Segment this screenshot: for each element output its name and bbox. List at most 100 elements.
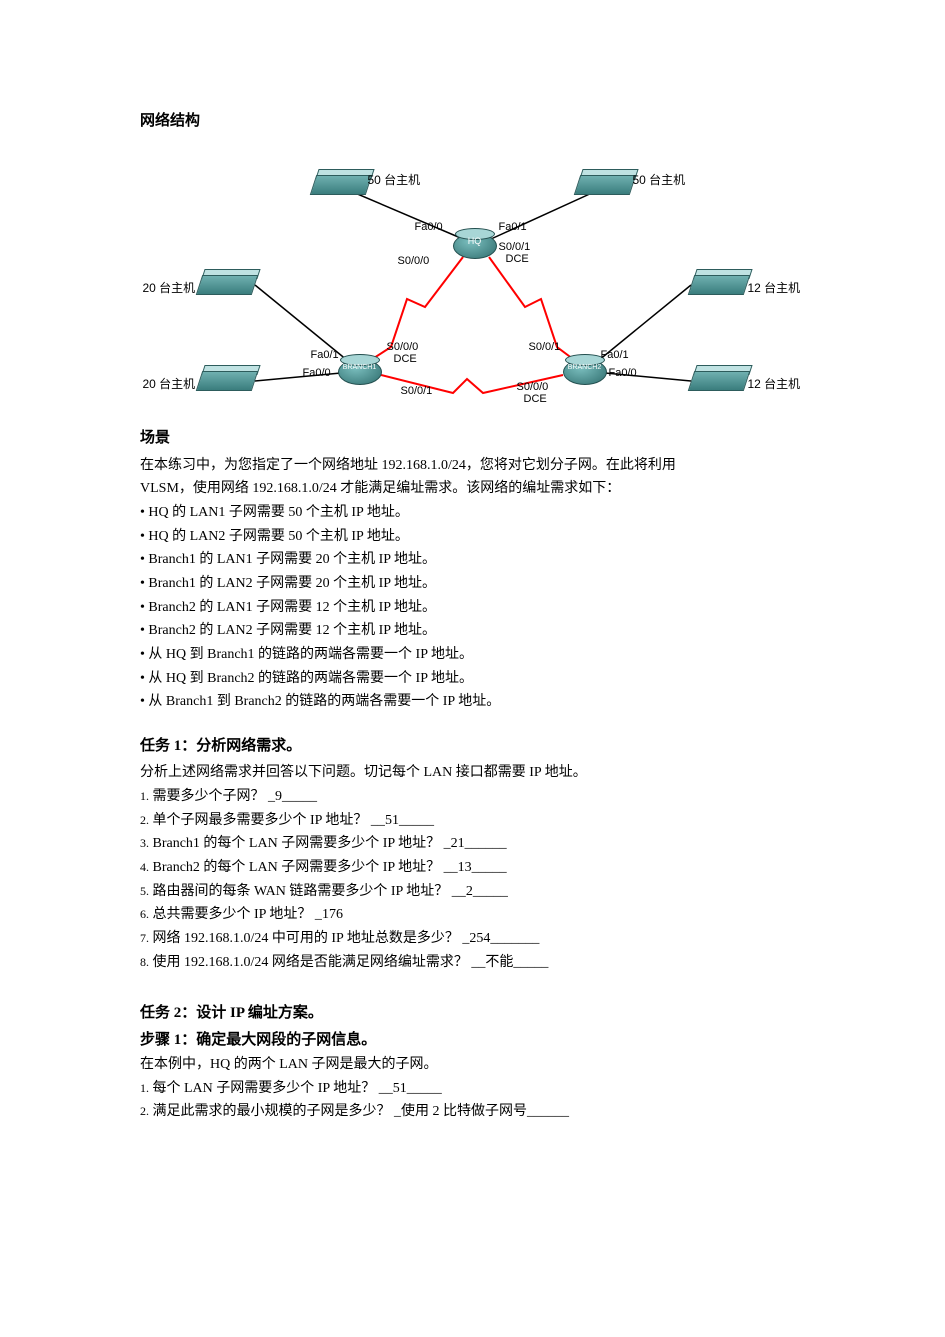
q-tail: _____ [399,813,434,828]
q-text: Branch2 的每个 LAN 子网需要多少个 IP 地址？ __ [153,860,458,875]
switch-icon [313,175,369,195]
task1-q8: 8. 使用 192.168.1.0/24 网络是否能满足网络编址需求？ __不能… [140,952,805,974]
task1-heading: 任务 1：分析网络需求。 [140,735,805,758]
task1-q1: 1. 需要多少个子网？ _9_____ [140,786,805,808]
task1-q7: 7. 网络 192.168.1.0/24 中可用的 IP 地址总数是多少？ _2… [140,928,805,950]
q-text: 每个 LAN 子网需要多少个 IP 地址？ __ [153,1081,393,1096]
bullet-text: 从 HQ 到 Branch1 的链路的两端各需要一个 IP 地址。 [148,647,473,662]
task2-heading: 任务 2：设计 IP 编址方案。 [140,1002,805,1025]
q-answer: 21 [451,836,465,851]
port-label: Fa0/1 [601,347,629,364]
task1-intro: 分析上述网络需求并回答以下问题。切记每个 LAN 接口都需要 IP 地址。 [140,762,805,784]
task1-q2: 2. 单个子网最多需要多少个 IP 地址？ __51_____ [140,810,805,832]
q-answer: 9 [275,789,282,804]
q-text: 总共需要多少个 IP 地址？ _ [153,907,322,922]
port-label: Fa0/0 [415,219,443,236]
scenario-p2: VLSM，使用网络 192.168.1.0/24 才能满足编址需求。该网络的编址… [140,478,805,500]
host-label: 20 台主机 [143,279,196,298]
task2-q1: 1. 每个 LAN 子网需要多少个 IP 地址？ __51_____ [140,1078,805,1100]
q-text: Branch1 的每个 LAN 子网需要多少个 IP 地址？ _ [153,836,451,851]
bullet-text: Branch2 的 LAN2 子网需要 12 个主机 IP 地址。 [148,623,436,638]
bullet-text: HQ 的 LAN2 子网需要 50 个主机 IP 地址。 [148,529,408,544]
bullet-text: Branch1 的 LAN2 子网需要 20 个主机 IP 地址。 [148,576,436,591]
scenario-heading: 场景 [140,427,805,450]
q-tail: _____ [282,789,317,804]
q-answer: 13 [458,860,472,875]
switch-icon [691,371,747,391]
port-label: Fa0/1 [499,219,527,236]
host-label: 12 台主机 [748,279,801,298]
q-answer: 使用 2 比特做子网号 [401,1104,527,1119]
scenario-bullet: • HQ 的 LAN2 子网需要 50 个主机 IP 地址。 [140,526,805,548]
q-num: 6. [140,907,149,921]
q-num: 8. [140,955,149,969]
q-answer: 51 [393,1081,407,1096]
port-label: DCE [394,351,417,368]
q-answer: 51 [385,813,399,828]
scenario-p1: 在本练习中，为您指定了一个网络地址 192.168.1.0/24，您将对它划分子… [140,455,805,477]
task1-q5: 5. 路由器间的每条 WAN 链路需要多少个 IP 地址？ __2_____ [140,881,805,903]
scenario-bullet: • Branch2 的 LAN1 子网需要 12 个主机 IP 地址。 [140,597,805,619]
q-num: 4. [140,860,149,874]
router-branch1-icon: BRANCH1 [338,359,382,385]
q-answer: 不能 [485,955,513,970]
switch-icon [577,175,633,195]
switch-icon [199,371,255,391]
q-num: 2. [140,1104,149,1118]
router-branch1-label: BRANCH1 [338,363,382,374]
scenario-bullet: • 从 Branch1 到 Branch2 的链路的两端各需要一个 IP 地址。 [140,691,805,713]
bullet-text: Branch2 的 LAN1 子网需要 12 个主机 IP 地址。 [148,600,436,615]
q-tail: ______ [527,1104,569,1119]
q-num: 3. [140,836,149,850]
bullet-text: 从 Branch1 到 Branch2 的链路的两端各需要一个 IP 地址。 [148,694,500,709]
q-tail: _____ [473,884,508,899]
q-answer: 254 [469,931,490,946]
scenario-bullet: • 从 HQ 到 Branch1 的链路的两端各需要一个 IP 地址。 [140,644,805,666]
port-label: Fa0/0 [609,365,637,382]
port-label: DCE [506,251,529,268]
port-label: S0/0/0 [398,253,430,270]
q-text: 满足此需求的最小规模的子网是多少？ _ [153,1104,402,1119]
scenario-bullet: • HQ 的 LAN1 子网需要 50 个主机 IP 地址。 [140,502,805,524]
scenario-bullet: • 从 HQ 到 Branch2 的链路的两端各需要一个 IP 地址。 [140,668,805,690]
q-tail: _____ [513,955,548,970]
task2-intro: 在本例中，HQ 的两个 LAN 子网是最大的子网。 [140,1054,805,1076]
network-diagram: HQ BRANCH1 BRANCH2 50 台主机 50 台主机 20 台主机 … [163,157,783,405]
q-tail: _____ [407,1081,442,1096]
host-label: 12 台主机 [748,375,801,394]
q-num: 7. [140,931,149,945]
q-num: 1. [140,1081,149,1095]
q-text: 路由器间的每条 WAN 链路需要多少个 IP 地址？ __ [153,884,466,899]
router-hq-icon: HQ [453,233,497,259]
port-label: S0/0/1 [401,383,433,400]
task1-q4: 4. Branch2 的每个 LAN 子网需要多少个 IP 地址？ __13__… [140,857,805,879]
q-answer: 2 [466,884,473,899]
switch-icon [199,275,255,295]
router-hq-label: HQ [453,235,497,249]
scenario-bullet: • Branch1 的 LAN2 子网需要 20 个主机 IP 地址。 [140,573,805,595]
q-num: 2. [140,813,149,827]
port-label: Fa0/1 [311,347,339,364]
q-text: 需要多少个子网？ _ [153,789,276,804]
q-text: 单个子网最多需要多少个 IP 地址？ __ [153,813,385,828]
port-label: Fa0/0 [303,365,331,382]
scenario-bullet: • Branch1 的 LAN1 子网需要 20 个主机 IP 地址。 [140,549,805,571]
q-text: 使用 192.168.1.0/24 网络是否能满足网络编址需求？ __ [153,955,486,970]
task1-q6: 6. 总共需要多少个 IP 地址？ _176 [140,904,805,926]
page-title: 网络结构 [140,110,805,133]
router-branch2-label: BRANCH2 [563,363,607,374]
q-num: 5. [140,884,149,898]
bullet-text: HQ 的 LAN1 子网需要 50 个主机 IP 地址。 [148,505,408,520]
q-tail: _____ [472,860,507,875]
task2-q2: 2. 满足此需求的最小规模的子网是多少？ _使用 2 比特做子网号______ [140,1101,805,1123]
bullet-text: Branch1 的 LAN1 子网需要 20 个主机 IP 地址。 [148,552,436,567]
task1-q3: 3. Branch1 的每个 LAN 子网需要多少个 IP 地址？ _21___… [140,833,805,855]
host-label: 50 台主机 [368,171,421,190]
q-answer: 176 [322,907,343,922]
q-tail: ______ [465,836,507,851]
scenario-bullet: • Branch2 的 LAN2 子网需要 12 个主机 IP 地址。 [140,620,805,642]
bullet-text: 从 HQ 到 Branch2 的链路的两端各需要一个 IP 地址。 [148,671,473,686]
q-tail: _______ [490,931,539,946]
port-label: DCE [524,391,547,408]
port-label: S0/0/1 [529,339,561,356]
